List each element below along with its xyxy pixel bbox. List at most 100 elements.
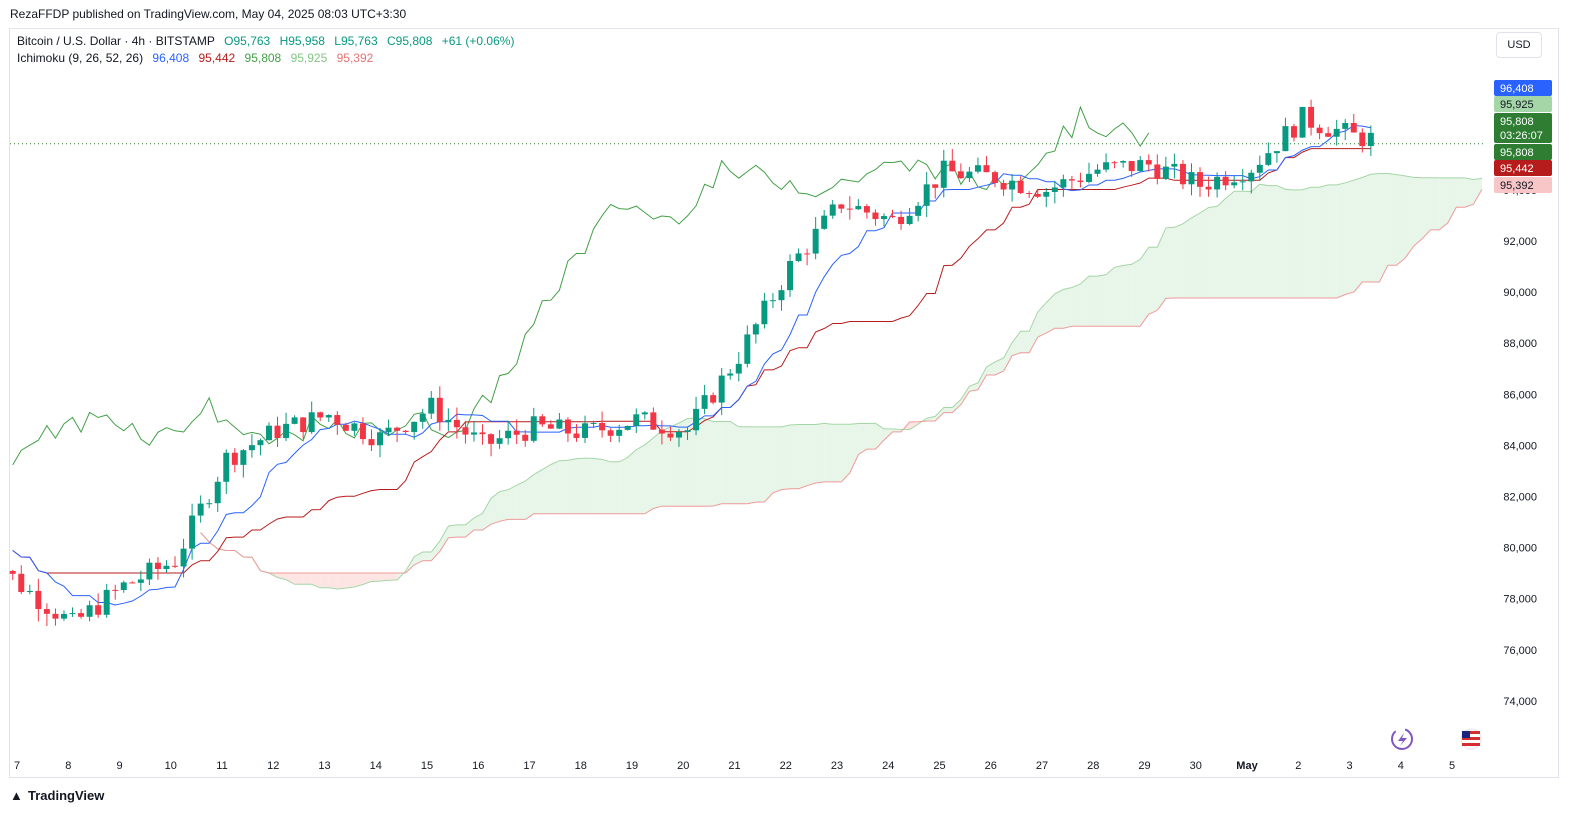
cloud-segment — [1080, 276, 1089, 327]
candle — [1333, 119, 1340, 146]
candle-body — [1299, 106, 1306, 138]
cloud-segment — [525, 474, 534, 520]
candle — [547, 420, 554, 429]
x-tick-label: 30 — [1190, 760, 1202, 772]
candle — [78, 608, 85, 619]
cloud-segment — [1131, 259, 1141, 327]
candle — [1017, 176, 1024, 195]
currency-button[interactable]: USD — [1496, 32, 1542, 58]
candle — [1282, 117, 1289, 152]
cloud-segment — [1336, 182, 1346, 298]
candle-body — [9, 570, 16, 574]
cloud-segment — [764, 426, 773, 503]
x-tick-label: 5 — [1449, 760, 1455, 772]
cloud-segment — [969, 383, 978, 392]
x-tick-label: 3 — [1346, 760, 1352, 772]
cloud-segment — [644, 437, 654, 514]
candle — [1214, 172, 1221, 198]
candle — [26, 584, 33, 595]
candle-body — [744, 334, 751, 364]
candle-body — [342, 424, 349, 431]
candle-body — [462, 427, 469, 435]
cloud-segment — [337, 573, 346, 589]
candle-body — [248, 445, 255, 451]
candle — [863, 204, 870, 219]
cloud-segment — [952, 399, 961, 413]
candle — [60, 610, 67, 621]
candle — [189, 503, 196, 560]
candle-body — [240, 450, 247, 465]
candle — [616, 424, 623, 443]
candle — [607, 428, 614, 443]
candle-body — [684, 430, 691, 432]
cloud-segment — [1182, 217, 1192, 298]
candle-body — [1043, 191, 1050, 197]
candle — [599, 411, 606, 438]
cloud-segment — [610, 461, 620, 514]
candle — [129, 581, 136, 584]
candle — [351, 422, 358, 436]
candle-body — [710, 395, 717, 403]
cloud-segment — [286, 573, 295, 585]
us-flag-icon[interactable] — [1460, 728, 1482, 750]
ideas-icon[interactable] — [1391, 728, 1413, 750]
candle-body — [795, 253, 802, 262]
price-label-text: 95,442 — [1500, 163, 1534, 175]
candle — [641, 411, 648, 420]
candle — [1000, 179, 1007, 196]
cloud-segment — [491, 491, 500, 525]
candle-body — [641, 412, 648, 415]
x-tick-label: 17 — [523, 760, 535, 772]
candle — [342, 422, 349, 431]
x-tick-label: 20 — [677, 760, 689, 772]
time-axis: 7 8 9 10 11 12 13 14 15 16 17 18 19 20 21 22 23 24 25 26 27 2… — [14, 760, 1455, 772]
x-tick-label: 10 — [165, 760, 177, 772]
ohlc-low: L95,763 — [334, 34, 378, 48]
y-tick-label: 84,000 — [1503, 440, 1537, 452]
candle — [744, 325, 751, 368]
cloud-segment — [1140, 247, 1149, 327]
candle-body — [377, 432, 384, 446]
candle-body — [949, 160, 956, 172]
x-tick-label: May — [1236, 760, 1258, 772]
candle — [846, 196, 853, 220]
candle-body — [402, 430, 409, 433]
candle — [556, 412, 563, 430]
candle — [1060, 174, 1067, 197]
candle-body — [547, 424, 554, 429]
candle-body — [821, 215, 828, 229]
candle — [1154, 154, 1161, 185]
cloud-segment — [439, 526, 449, 552]
candle-body — [505, 430, 512, 439]
x-tick-label: 14 — [370, 760, 382, 772]
candle-body — [1137, 160, 1144, 172]
cloud-segment — [1054, 289, 1064, 329]
candle — [1077, 172, 1084, 188]
candle — [172, 556, 179, 569]
candle-body — [804, 253, 811, 255]
candle — [300, 417, 307, 439]
candle-body — [1077, 180, 1084, 182]
candle-body — [411, 421, 418, 433]
candle-body — [564, 419, 571, 434]
candle — [582, 415, 589, 444]
candle — [949, 149, 956, 172]
candle — [43, 603, 50, 627]
ohlc-open: O95,763 — [224, 34, 271, 48]
candle — [419, 408, 426, 429]
candle-body — [394, 427, 401, 431]
symbol-legend: Bitcoin / U.S. Dollar · 4h · BITSTAMP O9… — [17, 34, 520, 48]
candle — [787, 254, 794, 297]
cloud-segment — [798, 424, 808, 489]
cloud-segment — [713, 421, 722, 506]
cloud-segment — [1037, 302, 1047, 338]
candle-body — [932, 184, 939, 188]
cloud-segment — [1387, 173, 1397, 266]
cloud-segment — [1097, 274, 1107, 327]
cloud-segment — [559, 460, 568, 514]
candle — [223, 449, 230, 495]
cloud-segment — [320, 573, 329, 588]
candle — [154, 557, 161, 580]
candle-body — [1085, 173, 1092, 182]
